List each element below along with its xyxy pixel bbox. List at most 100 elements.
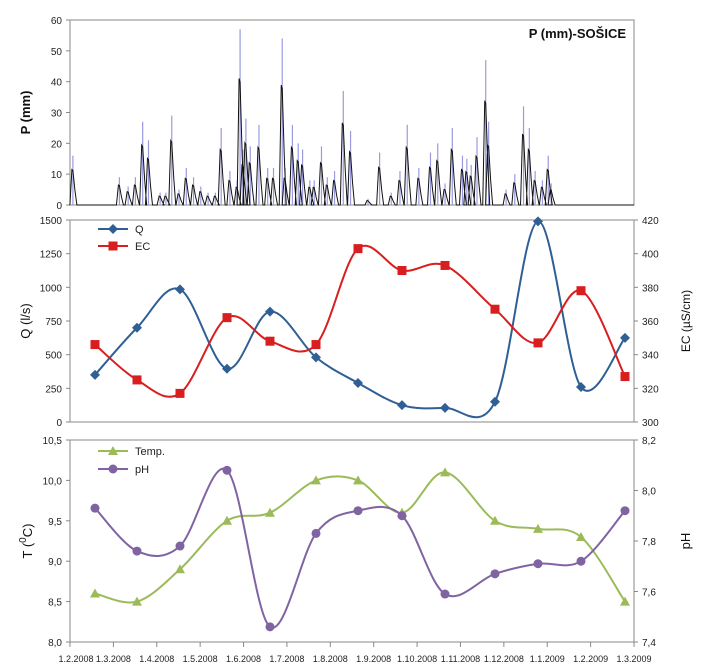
q-point (490, 396, 500, 407)
ec-ytick-label: 400 (642, 250, 659, 261)
q-ytick-label: 1250 (40, 250, 63, 261)
ph-ylabel: pH (678, 533, 693, 550)
t-ytick-label: 9,0 (48, 557, 62, 568)
temp-series-line (94, 471, 626, 604)
ph-point (132, 546, 142, 556)
q-point (620, 332, 630, 343)
temp-point (175, 564, 185, 574)
q-point (440, 402, 450, 413)
ph-point (90, 503, 100, 513)
ph-ytick-label: 8,0 (642, 487, 656, 498)
ph-series-line (94, 467, 626, 629)
ec-point (222, 313, 232, 323)
ph-ytick-label: 7,6 (642, 588, 656, 599)
temp-point (132, 596, 142, 606)
date-tick-label: 1.12.2008 (484, 654, 524, 664)
ph-point (490, 569, 500, 579)
date-tick-label: 1.11.2008 (441, 654, 480, 664)
legend-ec-marker (108, 241, 118, 251)
legend-temp-label: Temp. (135, 446, 165, 458)
q-point (397, 400, 407, 411)
precipitation-panel: 0 10 20 30 40 50 60 P (mm)-SOŠICE P (mm) (18, 16, 635, 212)
ec-point (311, 340, 321, 350)
ph-point (265, 622, 275, 632)
temp-point (265, 507, 275, 517)
ec-point (175, 388, 185, 398)
temp-point (576, 531, 586, 541)
date-tick-label: 1.2.2009 (573, 654, 608, 664)
q-point (175, 284, 185, 295)
date-axis: 1.2.2008 1.3.2008 1.4.2008 1.5.2008 1.6.2008… (58, 642, 652, 664)
legend-ec-label: EC (135, 241, 150, 253)
precip-ytick-label: 60 (51, 16, 63, 27)
ec-ytick-label: 380 (642, 283, 659, 294)
t-ytick-label: 10,5 (43, 436, 63, 447)
ec-point (90, 340, 100, 350)
q-ytick-label: 500 (45, 351, 62, 362)
q-point (576, 381, 586, 392)
date-tick-label: 1.1.2009 (530, 654, 565, 664)
q-point (311, 352, 321, 363)
temp-point (533, 523, 543, 533)
ec-point (265, 336, 275, 346)
date-tick-label: 1.8.2008 (313, 654, 348, 664)
ph-point (440, 589, 450, 599)
ec-series-line (94, 245, 626, 398)
ph-ytick-label: 7,4 (642, 638, 656, 649)
precip-ytick-label: 10 (51, 170, 63, 181)
q-point (533, 216, 543, 227)
t-ytick-label: 9,5 (48, 517, 62, 528)
t-ylabel-main: T ( (20, 542, 35, 558)
q-ytick-label: 1500 (40, 216, 63, 227)
t-ytick-label: 10,0 (43, 476, 63, 487)
q-ytick-label: 0 (56, 418, 62, 429)
q-ytick-label: 750 (45, 317, 62, 328)
temp-point (440, 467, 450, 477)
ec-point (397, 266, 407, 275)
q-ytick-label: 1000 (40, 283, 63, 294)
ec-point (620, 372, 630, 382)
ec-point (353, 244, 363, 254)
date-tick-label: 1.7.2008 (269, 654, 304, 664)
t-ytick-label: 8,5 (48, 598, 62, 609)
t-plot-frame (69, 439, 635, 643)
ph-point (576, 556, 586, 566)
legend-q-label: Q (135, 224, 144, 236)
ec-ytick-label: 340 (642, 351, 659, 362)
ph-point (222, 465, 232, 475)
q-point (265, 306, 275, 317)
ph-point (533, 559, 543, 569)
ec-point (576, 286, 586, 296)
legend-q-marker (108, 224, 118, 234)
discharge-conductivity-panel: 0 250 500 750 1000 1250 1500 300 320 340 360 380 400… (18, 216, 693, 429)
temperature-ph-panel: 8,0 8,5 9,0 9,5 10,0 10,5 7,4 7,6 7,8 8,0 8,2 Temp.… (18, 436, 693, 649)
legend-ph-marker (108, 464, 118, 474)
date-tick-label: 1.4.2008 (139, 654, 174, 664)
precip-ylabel: P (mm) (18, 91, 33, 135)
ec-ytick-label: 420 (642, 216, 659, 227)
date-tick-label: 1.9.2008 (356, 654, 391, 664)
legend-ph-label: pH (135, 464, 149, 476)
q-series-line (94, 220, 626, 419)
ec-point (533, 338, 543, 348)
temp-point (311, 475, 321, 485)
ph-point (353, 506, 363, 516)
temp-point (620, 596, 630, 606)
ph-ytick-label: 7,8 (642, 537, 656, 548)
date-tick-label: 1.10.2008 (397, 654, 437, 664)
temp-point (222, 515, 232, 525)
ph-point (397, 511, 407, 521)
precip-ytick-label: 50 (51, 47, 63, 58)
ph-ytick-label: 8,2 (642, 436, 656, 447)
t-ytick-label: 8,0 (48, 638, 62, 649)
q-point (90, 369, 100, 380)
temp-point (490, 515, 500, 525)
date-tick-label: 1.2.2008 (58, 654, 93, 664)
ec-ytick-label: 320 (642, 384, 659, 395)
precip-title: P (mm)-SOŠICE (529, 26, 627, 41)
precip-ytick-label: 0 (56, 201, 62, 212)
ec-ytick-label: 360 (642, 317, 659, 328)
t-ylabel: T (0C) (18, 524, 35, 559)
ph-point (311, 528, 321, 538)
date-tick-label: 1.5.2008 (183, 654, 218, 664)
